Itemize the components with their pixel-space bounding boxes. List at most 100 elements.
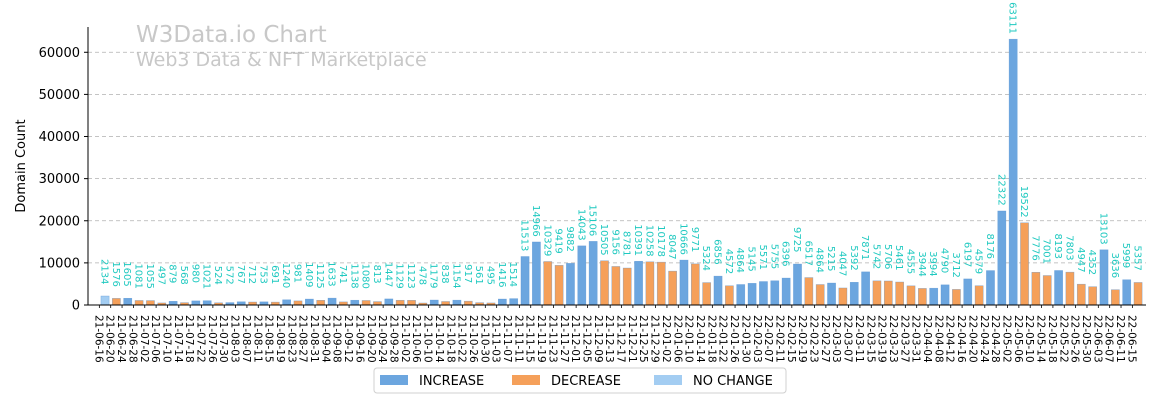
data-label: 4790 — [939, 248, 950, 273]
data-label: 10329 — [541, 224, 552, 256]
bar — [1020, 222, 1029, 306]
x-tick-label: 21-11-27 — [558, 315, 570, 363]
bar — [316, 300, 326, 306]
bar — [327, 297, 337, 306]
bar — [452, 299, 462, 306]
x-tick-label: 21-08-07 — [240, 315, 252, 363]
x-tick-label: 21-09-08 — [331, 315, 343, 363]
bar — [384, 298, 394, 306]
x-tick-label: 21-12-29 — [649, 315, 661, 363]
x-tick-label: 22-03-23 — [887, 315, 899, 363]
x-tick-label: 21-12-13 — [603, 315, 615, 363]
y-tick-label: 10000 — [39, 256, 80, 271]
data-label: 5145 — [746, 246, 757, 271]
x-tick-label: 21-09-24 — [376, 315, 388, 363]
x-tick-label: 22-06-07 — [1103, 315, 1115, 363]
bar — [1031, 271, 1041, 306]
x-tick-label: 22-05-18 — [1046, 315, 1058, 363]
bar — [804, 277, 814, 306]
x-tick-label: 21-10-14 — [433, 315, 445, 363]
x-tick-label: 22-01-18 — [705, 315, 717, 363]
data-label: 22322 — [995, 174, 1006, 206]
data-label: 1154 — [450, 263, 461, 288]
data-label: 3712 — [950, 252, 961, 277]
x-tick-label: 22-01-26 — [728, 315, 740, 363]
data-label: 1409 — [303, 262, 314, 287]
bar — [770, 280, 780, 306]
bar — [997, 210, 1007, 306]
data-label: 10178 — [655, 225, 666, 257]
data-label: 4572 — [723, 249, 734, 274]
x-tick-label: 22-03-07 — [842, 315, 854, 363]
data-label-group: 2134 1576 1605 1081 1055 497 879 568 980 1021 524 5… — [99, 2, 1143, 289]
y-tick-label: 30000 — [39, 172, 80, 187]
x-tick-label: 21-12-01 — [569, 315, 581, 363]
data-label: 1021 — [201, 264, 212, 289]
legend-swatch-decrease — [512, 375, 540, 385]
data-label: 3944 — [916, 251, 927, 276]
bar — [395, 299, 405, 306]
x-tick-label: 21-12-25 — [637, 315, 649, 363]
data-label: 1447 — [382, 262, 393, 287]
data-label: 4579 — [973, 249, 984, 274]
data-label: 3636 — [1109, 253, 1120, 278]
x-tick-label: 22-05-02 — [1001, 315, 1013, 363]
x-tick-label: 21-10-02 — [399, 315, 411, 363]
data-label: 9419 — [553, 228, 564, 253]
data-label: 497 — [155, 266, 166, 285]
legend-label-decrease: DECREASE — [551, 374, 621, 389]
bar — [463, 300, 473, 306]
x-tick-label: 21-07-14 — [172, 315, 184, 363]
x-tick-label: 21-11-19 — [535, 315, 547, 363]
bar — [940, 284, 950, 306]
bar — [656, 261, 666, 306]
bar — [1076, 283, 1086, 306]
data-label: 5999 — [1120, 243, 1131, 268]
data-label: 63111 — [1007, 2, 1018, 34]
x-tick-label: 22-01-14 — [694, 315, 706, 363]
x-tick-label: 22-01-10 — [683, 315, 695, 363]
x-tick-label: 22-02-03 — [751, 315, 763, 363]
x-tick-label: 22-04-24 — [978, 315, 990, 363]
y-tick-label: 40000 — [39, 130, 80, 145]
data-label: 7776 — [1029, 235, 1040, 260]
x-tick-label: 22-02-15 — [785, 315, 797, 363]
data-label: 1633 — [326, 261, 337, 286]
data-label: 1138 — [348, 263, 359, 288]
bar — [123, 297, 133, 306]
x-tick-group: 21-06-16 21-06-20 21-06-24 21-06-28 21-07-02… — [92, 305, 1137, 363]
x-tick-label: 21-10-10 — [422, 315, 434, 363]
data-label: 691 — [269, 265, 280, 284]
bar — [974, 285, 984, 306]
x-tick-label: 21-08-23 — [285, 315, 297, 363]
x-tick-label: 22-05-14 — [1035, 315, 1047, 363]
bar — [861, 271, 870, 306]
bar — [1088, 286, 1097, 306]
bar — [282, 299, 291, 306]
bar — [883, 280, 893, 306]
data-label: 5461 — [893, 245, 904, 270]
x-tick-label: 21-12-21 — [626, 315, 638, 363]
x-tick-label: 21-11-07 — [501, 315, 513, 363]
bar — [747, 283, 757, 306]
data-label: 1416 — [496, 262, 507, 287]
bar — [668, 270, 677, 306]
bar — [112, 298, 121, 306]
x-tick-label: 21-12-05 — [580, 315, 592, 363]
x-tick-label: 21-06-16 — [92, 315, 104, 363]
bar — [611, 266, 621, 306]
data-label: 6517 — [802, 241, 813, 266]
bar — [793, 263, 802, 306]
x-tick-label: 22-04-20 — [966, 315, 978, 363]
bar — [1111, 289, 1120, 306]
data-label: 572 — [223, 266, 234, 285]
x-tick-label: 21-07-06 — [149, 315, 161, 363]
x-tick-label: 22-06-03 — [1091, 315, 1103, 363]
x-tick-label: 21-07-18 — [183, 315, 195, 363]
x-tick-label: 21-10-30 — [478, 315, 490, 363]
data-label: 4947 — [1075, 247, 1086, 272]
data-label: 712 — [246, 265, 257, 284]
data-label: 15106 — [587, 204, 598, 236]
data-label: 6396 — [780, 241, 791, 266]
data-label: 5357 — [1132, 245, 1143, 270]
